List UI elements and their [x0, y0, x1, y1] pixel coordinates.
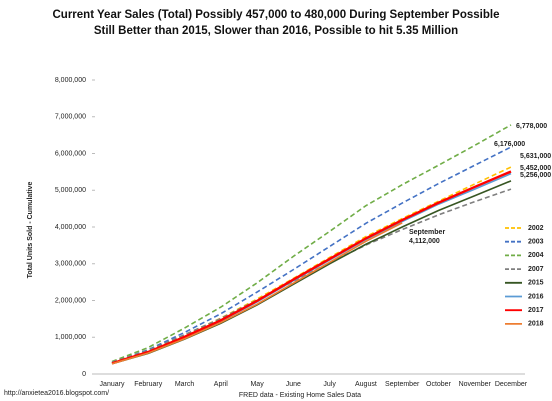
legend-label: 2004 [528, 252, 544, 259]
y-tick-label: 8,000,000 [55, 77, 86, 84]
chart-title: Current Year Sales (Total) Possibly 457,… [53, 9, 500, 21]
x-tick-label: March [175, 381, 195, 388]
annotation: 5,452,000 [520, 165, 551, 172]
source: http://anxietea2016.blogspot.com/ [4, 390, 109, 397]
y-tick-label: 5,000,000 [55, 187, 86, 194]
annotation: September [409, 229, 445, 236]
x-tick-label: July [323, 381, 336, 388]
annotation: 5,256,000 [520, 172, 551, 179]
series-line [111, 166, 512, 364]
y-tick-label: 1,000,000 [55, 334, 86, 341]
legend-label: 2016 [528, 293, 544, 300]
y-tick-label: 4,000,000 [55, 224, 86, 231]
chart-subtitle: Still Better than 2015, Slower than 2016… [94, 25, 458, 37]
legend-label: 2007 [528, 266, 544, 273]
x-tick-label: October [426, 381, 452, 388]
x-tick-label: February [134, 381, 163, 388]
x-tick-label: January [100, 381, 125, 388]
annotation: 5,631,000 [520, 153, 551, 160]
y-tick-label: 7,000,000 [55, 114, 86, 121]
x-tick-label: November [459, 381, 492, 388]
x-tick-label: June [286, 381, 301, 388]
x-tick-label: December [495, 381, 528, 388]
y-tick-label: 0 [82, 371, 86, 378]
annotation: 6,176,000 [494, 141, 525, 148]
x-tick-label: May [250, 381, 264, 388]
series-line [111, 222, 403, 365]
y-tick-label: 3,000,000 [55, 261, 86, 268]
legend-label: 2002 [528, 225, 544, 232]
x-axis-label: FRED data - Existing Home Sales Data [239, 392, 361, 399]
series-line [111, 124, 512, 363]
series-line [111, 146, 512, 364]
x-tick-label: April [214, 381, 228, 388]
annotation: 6,778,000 [516, 123, 547, 130]
legend-label: 2003 [528, 239, 544, 246]
y-tick-label: 2,000,000 [55, 297, 86, 304]
series-line [111, 170, 512, 365]
y-tick-label: 6,000,000 [55, 150, 86, 157]
y-axis-label: Total Units Sold - Cumulative [27, 182, 34, 279]
legend-label: 2018 [528, 321, 544, 328]
x-tick-label: September [385, 381, 420, 388]
series-line [111, 188, 512, 364]
legend-label: 2015 [528, 280, 544, 287]
annotation: 4,112,000 [409, 238, 440, 245]
x-tick-label: August [355, 381, 377, 388]
legend-label: 2017 [528, 307, 544, 314]
